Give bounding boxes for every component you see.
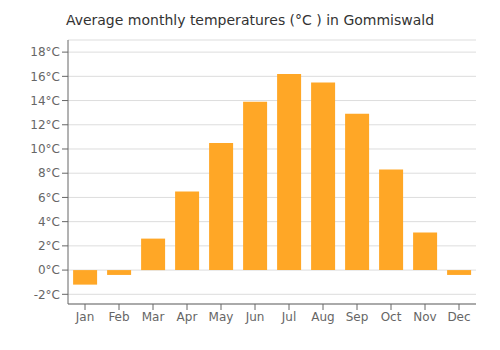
svg-text:May: May [209, 310, 234, 324]
svg-text:Jul: Jul [281, 310, 296, 324]
svg-text:Aug: Aug [311, 310, 334, 324]
svg-text:8°C: 8°C [38, 166, 60, 180]
svg-text:10°C: 10°C [30, 142, 60, 156]
svg-text:16°C: 16°C [30, 70, 60, 84]
svg-text:0°C: 0°C [38, 263, 60, 277]
html-text:Average monthly temperatures (: Average monthly temperatures (°C ) in Go… [65, 12, 435, 28]
svg-text:Jan: Jan [75, 310, 95, 324]
svg-text:4°C: 4°C [38, 215, 60, 229]
svg-text:Jun: Jun [245, 310, 265, 324]
svg-text:Dec: Dec [447, 310, 470, 324]
svg-text:18°C: 18°C [30, 45, 60, 59]
svg-text:2°C: 2°C [38, 239, 60, 253]
svg-text:Oct: Oct [381, 310, 402, 324]
svg-text:6°C: 6°C [38, 191, 60, 205]
svg-text:Sep: Sep [346, 310, 369, 324]
svg-text:Apr: Apr [177, 310, 198, 324]
svg-text:Nov: Nov [413, 310, 436, 324]
svg-text:Feb: Feb [108, 310, 129, 324]
svg-text:12°C: 12°C [30, 118, 60, 132]
svg-text:-2°C: -2°C [34, 288, 60, 302]
svg-text:14°C: 14°C [30, 94, 60, 108]
svg-text:Mar: Mar [142, 310, 165, 324]
